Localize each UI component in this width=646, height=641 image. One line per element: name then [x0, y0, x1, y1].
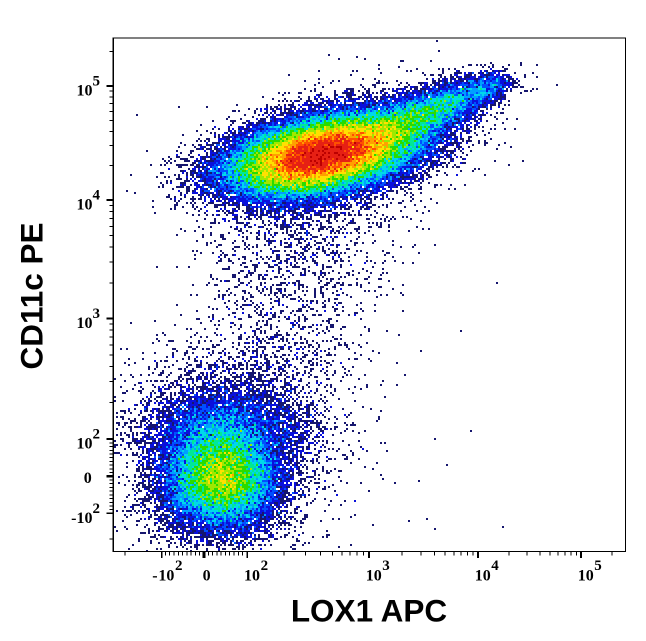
svg-text:10: 10	[475, 567, 491, 584]
svg-text:3: 3	[93, 306, 101, 322]
svg-text:2: 2	[93, 501, 101, 517]
svg-text:10: 10	[77, 315, 93, 332]
svg-text:10: 10	[366, 567, 382, 584]
svg-text:4: 4	[491, 558, 499, 574]
svg-text:0: 0	[203, 567, 211, 584]
svg-text:10: 10	[77, 83, 93, 100]
svg-text:3: 3	[382, 558, 390, 574]
svg-text:0: 0	[84, 470, 92, 487]
svg-text:10: 10	[77, 197, 93, 214]
svg-text:2: 2	[175, 558, 183, 574]
svg-text:4: 4	[93, 188, 101, 204]
svg-text:10: 10	[244, 567, 260, 584]
svg-text:-10: -10	[71, 510, 92, 527]
svg-text:5: 5	[93, 74, 101, 90]
svg-text:-: -	[152, 567, 157, 584]
svg-text:10: 10	[158, 567, 174, 584]
svg-text:5: 5	[594, 558, 602, 574]
svg-text:10: 10	[77, 436, 93, 453]
svg-text:10: 10	[578, 567, 594, 584]
svg-text:2: 2	[261, 558, 269, 574]
svg-text:2: 2	[93, 427, 101, 443]
